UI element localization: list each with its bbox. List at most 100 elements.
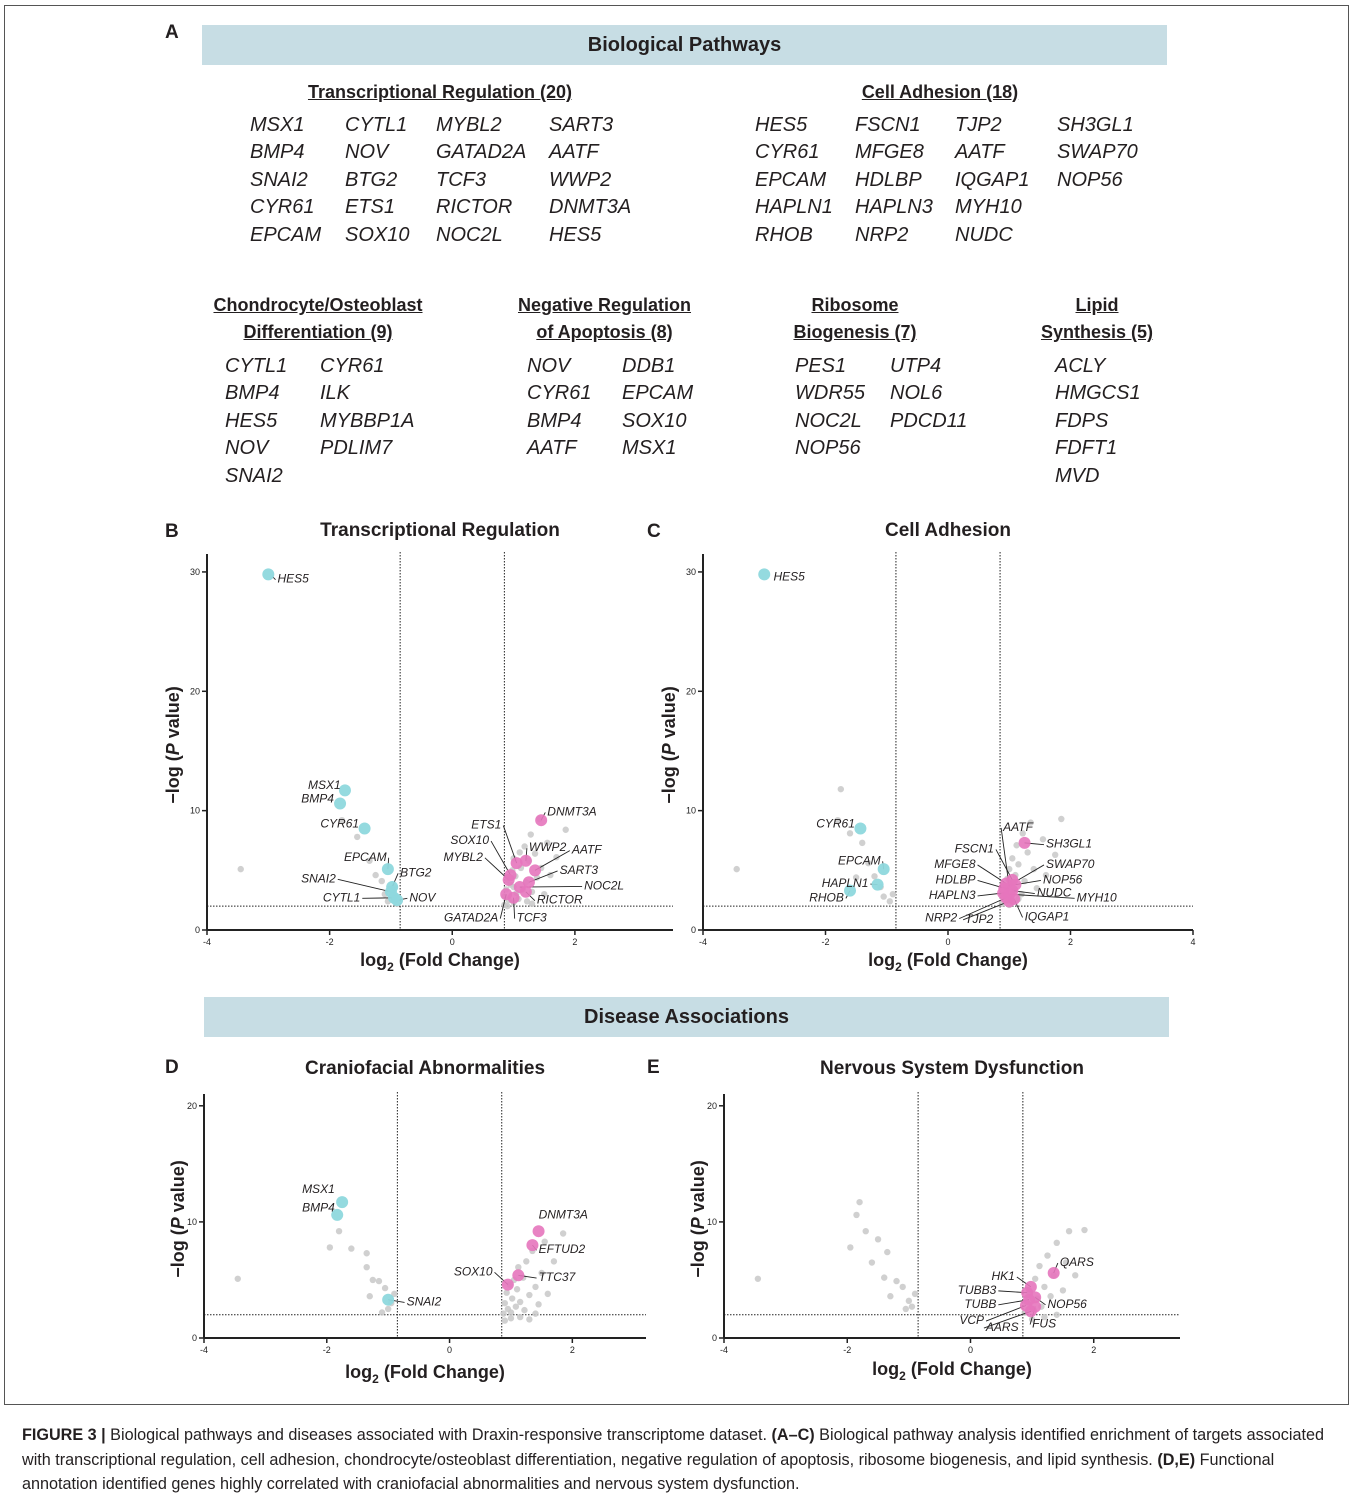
gene-name: AATF bbox=[527, 437, 577, 460]
y-tick-label: 10 bbox=[707, 1217, 717, 1227]
pathway-title-line: Synthesis (5) bbox=[1040, 322, 1154, 342]
data-point-ns bbox=[1018, 890, 1025, 898]
data-point-ns bbox=[550, 1258, 558, 1265]
y-tick-label: 10 bbox=[686, 806, 696, 816]
volcano-plot-craniofacial-abnormalities: Craniofacial Abnormalities 0 10 20 -4 -2 0 2 log… bbox=[168, 1058, 646, 1386]
figure-caption: FIGURE 3 | Biological pathways and disea… bbox=[22, 1423, 1337, 1497]
gene-name: HAPLN3 bbox=[855, 196, 933, 219]
data-point-downregulated bbox=[358, 822, 371, 835]
gene-name: PDCD11 bbox=[890, 409, 968, 432]
gene-column: NOV CYR61 BMP4 AATF bbox=[527, 353, 591, 463]
data-point-ns bbox=[527, 831, 534, 838]
gene-name: SOX10 bbox=[345, 223, 410, 246]
label-leader-line bbox=[337, 878, 392, 893]
y-axis-label: −log (P value) bbox=[688, 1160, 708, 1278]
x-axis-label: log2 (Fold Change) bbox=[868, 950, 1028, 974]
gene-label: BTG2 bbox=[400, 865, 432, 879]
data-point-ns bbox=[1081, 1226, 1088, 1234]
data-point-downregulated bbox=[877, 863, 890, 876]
gene-label: MYBL2 bbox=[444, 850, 484, 864]
gene-name: SWAP70 bbox=[1057, 141, 1138, 164]
data-point-downregulated bbox=[871, 878, 884, 891]
gene-label: NOV bbox=[409, 890, 436, 904]
gene-label: NUDC bbox=[1037, 886, 1072, 900]
x-axis-label: log2 (Fold Change) bbox=[345, 1362, 505, 1386]
gene-column: FSCN1 MFGE8 HDLBP HAPLN3 NRP2 bbox=[855, 112, 933, 249]
data-point-ns bbox=[523, 898, 531, 905]
data-point-ns bbox=[532, 1310, 539, 1317]
data-point-ns bbox=[562, 826, 569, 833]
gene-name: HES5 bbox=[755, 114, 808, 136]
data-point-ns bbox=[887, 1293, 894, 1300]
gene-column: MSX1 BMP4 SNAI2 CYR61 EPCAM bbox=[250, 112, 321, 249]
data-point-ns bbox=[1047, 1293, 1054, 1300]
data-point-upregulated bbox=[529, 864, 542, 877]
data-point-ns bbox=[1044, 1252, 1051, 1259]
data-point-ns bbox=[366, 1293, 373, 1300]
data-point-upregulated bbox=[507, 891, 520, 904]
gene-column: CYTL1 NOV BTG2 ETS1 SOX10 bbox=[345, 112, 409, 249]
data-point-ns bbox=[886, 898, 894, 905]
data-point-upregulated bbox=[526, 1239, 539, 1252]
pathway-title-line: Cell Adhesion (18) bbox=[861, 82, 1019, 102]
pathway-title-line: of Apoptosis (8) bbox=[536, 322, 673, 342]
gene-name: CYR61 bbox=[250, 196, 315, 219]
gene-column: ACLY HMGCS1 FDPS FDFT1 MVD bbox=[1055, 353, 1141, 490]
pathway-title-line: Ribosome bbox=[811, 295, 899, 315]
gene-name: TJP2 bbox=[955, 114, 1002, 136]
gene-name: HAPLN1 bbox=[755, 196, 833, 219]
data-point-ns bbox=[512, 1303, 520, 1310]
gene-name: FDPS bbox=[1055, 409, 1109, 432]
data-point-upregulated bbox=[512, 1269, 525, 1282]
gene-label: HES5 bbox=[278, 572, 310, 586]
gene-name: CYTL1 bbox=[345, 114, 408, 136]
pathway-title-line: Biogenesis (7) bbox=[793, 322, 917, 342]
gene-name: SNAI2 bbox=[250, 168, 308, 191]
gene-name: NOC2L bbox=[436, 223, 503, 246]
gene-name: NOP56 bbox=[1057, 168, 1123, 191]
gene-label: WWP2 bbox=[529, 840, 567, 854]
y-tick-label: 30 bbox=[190, 567, 200, 577]
gene-name: HMGCS1 bbox=[1055, 382, 1141, 405]
data-point-downregulated bbox=[391, 894, 404, 907]
caption-figure-label: FIGURE 3 | bbox=[22, 1426, 106, 1444]
data-point-upregulated bbox=[519, 885, 532, 898]
gene-label: FUS bbox=[1032, 1317, 1056, 1331]
data-point-ns bbox=[1019, 830, 1026, 837]
data-point-ns bbox=[559, 1230, 567, 1237]
data-point-ns bbox=[1041, 1283, 1048, 1291]
data-point-ns bbox=[526, 1316, 533, 1323]
gene-column: CYTL1 BMP4 HES5 NOV SNAI2 bbox=[225, 353, 287, 490]
gene-name: HES5 bbox=[225, 409, 278, 432]
gene-label: DNMT3A bbox=[547, 804, 596, 818]
pathway-title: Ribosome Biogenesis (7) bbox=[765, 292, 945, 346]
caption-text-1: Biological pathways and diseases associa… bbox=[105, 1426, 772, 1444]
pathway-title-line: Lipid bbox=[1075, 295, 1119, 315]
gene-name: ETS1 bbox=[345, 196, 396, 219]
gene-label: SOX10 bbox=[454, 1264, 493, 1278]
data-point-ns bbox=[899, 1283, 906, 1291]
data-point-ns bbox=[526, 1291, 533, 1299]
data-point-ns bbox=[516, 1298, 524, 1306]
gene-column: CYR61 ILK MYBBP1A PDLIM7 bbox=[320, 353, 414, 463]
data-point-ns bbox=[1053, 1239, 1060, 1246]
gene-name: NOV bbox=[345, 141, 389, 164]
data-point-ns bbox=[1053, 1311, 1060, 1318]
gene-label: VCP bbox=[959, 1313, 984, 1327]
chart-title: Cell Adhesion bbox=[885, 520, 1011, 541]
gene-column: DDB1 EPCAM SOX10 MSX1 bbox=[622, 353, 693, 463]
gene-name: MSX1 bbox=[622, 437, 677, 460]
gene-label: AARS bbox=[985, 1320, 1019, 1334]
data-point-ns bbox=[326, 1244, 334, 1251]
gene-name: MFGE8 bbox=[855, 141, 924, 164]
data-point-downregulated bbox=[262, 568, 275, 581]
data-point-ns bbox=[881, 1274, 888, 1281]
y-tick-label: 30 bbox=[686, 567, 696, 577]
data-point-upregulated bbox=[1029, 1291, 1042, 1304]
data-point-downregulated bbox=[331, 1208, 344, 1221]
gene-label: NOP56 bbox=[1043, 872, 1083, 886]
gene-label: CYTL1 bbox=[323, 890, 360, 904]
gene-name: BTG2 bbox=[345, 168, 398, 191]
label-leader-line bbox=[490, 840, 511, 876]
gene-name: AATF bbox=[955, 141, 1005, 164]
